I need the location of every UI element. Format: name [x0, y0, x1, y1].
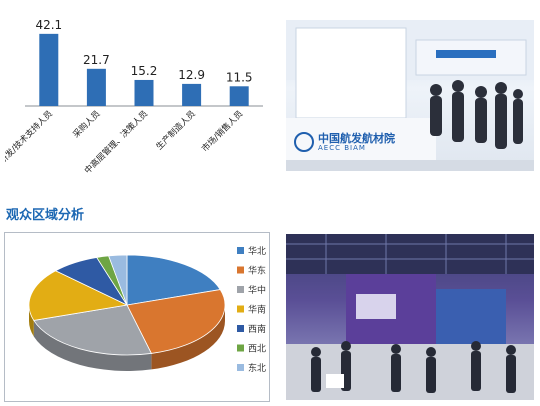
- legend-label: 华北: [248, 245, 266, 257]
- bar: [86, 68, 106, 106]
- legend-label: 西北: [248, 344, 266, 355]
- pie-slice-side: [33, 320, 152, 371]
- bar-category-label: 研发/技术支持人员: [5, 108, 55, 166]
- section-heading: 观众区域分析: [6, 208, 85, 223]
- pie-slice: [126, 289, 226, 354]
- legend-swatch: [237, 266, 244, 274]
- pie-slice: [108, 254, 128, 306]
- bar-value-label: 42.1: [35, 18, 62, 32]
- bar-chart: 42.1研发/技术支持人员21.7采购人员15.2中高层管理、决策人员12.9生…: [0, 18, 263, 176]
- pie-slice-side: [151, 305, 225, 370]
- bar: [134, 79, 154, 106]
- pie-slice: [28, 270, 129, 321]
- legend-swatch: [237, 305, 244, 313]
- pie-slice: [33, 304, 152, 356]
- bar-value-label: 11.5: [226, 70, 253, 84]
- booth-brand-cn: 中国航发航材院: [318, 132, 395, 145]
- legend-swatch: [237, 344, 244, 352]
- bar-category-label: 生产制造人员: [154, 108, 198, 152]
- bar-chart-panel: 42.1 研发/技术支持人员 21.7 采购人员 15.2 中高层管理、决策人员 12.9 生…: [0, 6, 270, 178]
- legend-label: 华南: [248, 304, 266, 316]
- legend-label: 东北: [248, 362, 266, 374]
- booth-brand-logo: 中国航发航材院 AECC BIAM: [294, 130, 424, 156]
- bar: [39, 33, 59, 106]
- bar-value-label: 12.9: [178, 68, 205, 82]
- legend-swatch: [237, 286, 244, 293]
- legend-label: 西南: [248, 323, 266, 335]
- bar-value-label: 21.7: [83, 53, 110, 67]
- bar: [182, 83, 202, 106]
- exhibition-hall-photo: [286, 234, 534, 400]
- legend-label: 华东: [248, 265, 266, 277]
- exhibition-booth-photo: 中国航发航材院 AECC BIAM: [286, 20, 534, 171]
- bar: [229, 86, 249, 106]
- brand-seal-icon: [294, 132, 314, 152]
- hall-scene: [286, 234, 534, 400]
- legend-swatch: [237, 364, 244, 371]
- pie-chart-panel: 华北华东华中华南西南西北东北: [4, 232, 270, 402]
- legend-swatch: [237, 325, 244, 332]
- legend-swatch: [237, 247, 244, 254]
- bar-category-label: 市场/销售人员: [199, 108, 245, 154]
- booth-brand-en: AECC BIAM: [318, 144, 366, 152]
- pie-slice: [126, 254, 221, 306]
- legend-label: 华中: [248, 284, 266, 296]
- bar-value-label: 15.2: [131, 64, 158, 78]
- bar-category-label: 采购人员: [71, 108, 103, 140]
